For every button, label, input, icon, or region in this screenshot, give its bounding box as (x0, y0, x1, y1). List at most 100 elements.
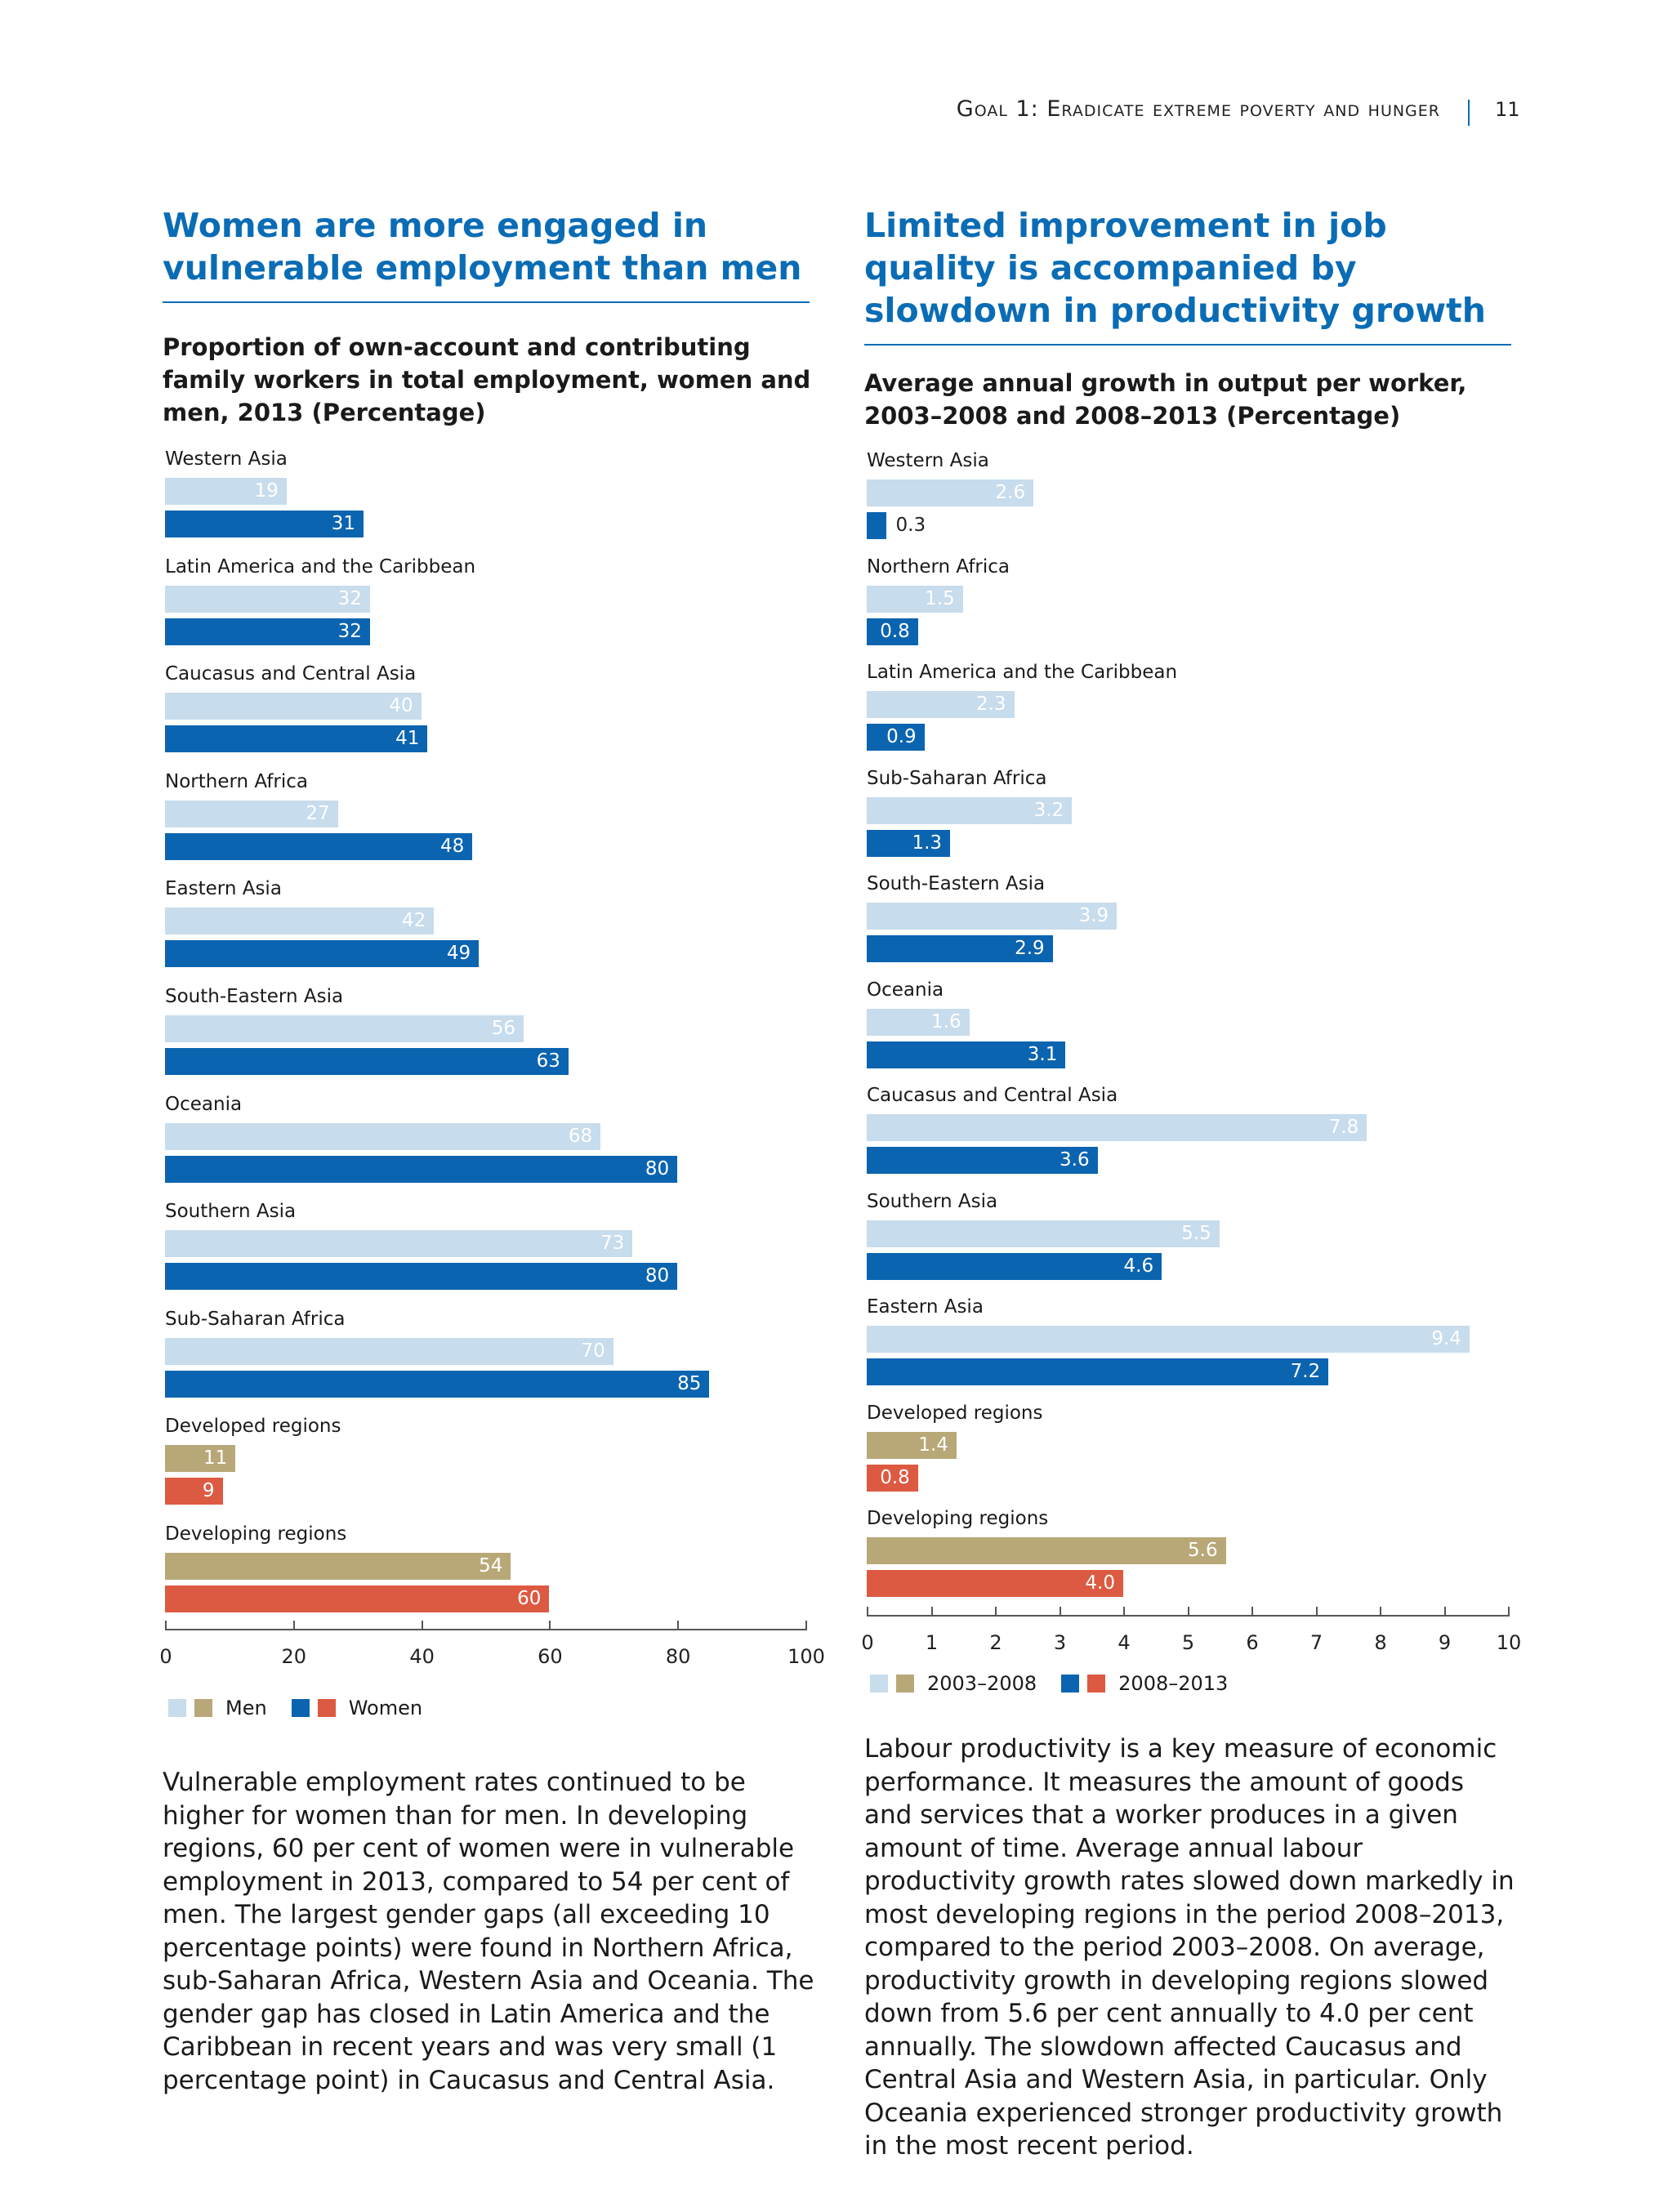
bar-value-label: 2.6 (995, 482, 1026, 503)
bar-series1 (165, 693, 422, 720)
x-tick-label: 20 (281, 1645, 307, 1668)
right-section-title: Limited improvement in job quality is ac… (864, 206, 1486, 330)
x-tick-label: 7 (1309, 1631, 1323, 1654)
bar-value-label: 1.4 (918, 1434, 948, 1456)
x-axis-tick (1187, 1607, 1189, 1617)
bar-series2 (867, 724, 925, 751)
bar-series2 (867, 1041, 1066, 1068)
chart-legend: 2003–2008 2008–2013 (870, 1672, 1252, 1695)
legend-swatch (1087, 1675, 1106, 1692)
bar-value-label: 0.3 (895, 515, 926, 536)
bar-value-label: 27 (306, 802, 330, 824)
bar-value-label: 0.8 (880, 1466, 910, 1488)
bar-value-label: 9 (202, 1480, 215, 1502)
category-label: Developing regions (867, 1508, 1049, 1529)
x-tick-label: 10 (1496, 1631, 1522, 1654)
x-axis-tick (995, 1607, 997, 1617)
bar-value-label: 11 (203, 1447, 228, 1469)
bar-value-label: 42 (401, 910, 426, 932)
bar-value-label: 54 (479, 1555, 503, 1576)
left-title-rule (163, 301, 810, 303)
bar-series2 (165, 511, 364, 537)
x-axis-tick (867, 1607, 868, 1617)
bar-series2 (165, 725, 428, 753)
category-label: Developed regions (165, 1416, 341, 1438)
bar-series1 (867, 1008, 970, 1036)
x-tick-label: 0 (159, 1645, 172, 1668)
bar-series2 (867, 1464, 918, 1492)
bar-value-label: 9.4 (1431, 1328, 1461, 1349)
bar-series2 (867, 618, 918, 645)
bar-value-label: 3.9 (1078, 905, 1109, 926)
bar-series2 (165, 618, 370, 645)
category-label: Eastern Asia (867, 1296, 984, 1318)
legend-swatch (291, 1699, 310, 1717)
category-label: Northern Africa (165, 770, 309, 792)
bar-series1 (867, 1326, 1470, 1353)
bar-value-label: 5.5 (1181, 1222, 1211, 1244)
x-tick-label: 9 (1438, 1631, 1452, 1654)
bar-series1 (165, 800, 338, 827)
legend-swatch (317, 1699, 336, 1717)
bar-series2 (165, 1585, 550, 1612)
category-label: Southern Asia (867, 1190, 998, 1212)
x-axis-tick (1123, 1607, 1125, 1617)
bar-series2 (165, 1263, 678, 1291)
x-tick-label: 0 (861, 1631, 874, 1654)
bar-value-label: 80 (645, 1157, 670, 1180)
right-body-text: Labour productivity is a key measure of … (864, 1734, 1515, 2161)
bar-series2 (867, 1147, 1098, 1174)
category-label: Caucasus and Central Asia (165, 663, 417, 685)
category-label: Developed regions (867, 1402, 1043, 1424)
bar-series1 (165, 1015, 524, 1042)
bar-value-label: 19 (254, 480, 279, 502)
legend-swatch (896, 1675, 914, 1692)
category-label: Oceania (165, 1093, 243, 1115)
category-label: Sub-Saharan Africa (165, 1308, 346, 1330)
bar-series2 (867, 1570, 1123, 1597)
legend-swatch (168, 1699, 186, 1717)
legend-label: Men (225, 1697, 267, 1719)
x-axis-tick (1059, 1607, 1061, 1617)
bar-series1 (867, 1537, 1226, 1564)
x-tick-label: 40 (409, 1645, 435, 1668)
header-divider (1468, 100, 1470, 126)
bar-series1 (867, 691, 1015, 718)
bar-value-label: 73 (600, 1233, 625, 1255)
bar-value-label: 40 (389, 695, 413, 717)
bar-series1 (165, 478, 287, 505)
bar-value-label: 3.2 (1033, 799, 1064, 821)
x-tick-label: 6 (1246, 1631, 1259, 1654)
category-label: South-Eastern Asia (867, 873, 1046, 894)
bar-series1 (867, 796, 1073, 824)
bar-series1 (165, 1230, 633, 1258)
x-axis-tick (1508, 1607, 1510, 1617)
legend-label: 2008–2013 (1118, 1672, 1229, 1695)
bar-value-label: 48 (440, 835, 465, 857)
category-label: Eastern Asia (165, 878, 282, 900)
bar-value-label: 41 (395, 728, 420, 750)
x-axis-tick (165, 1621, 167, 1630)
bar-series2 (867, 1358, 1329, 1385)
legend-swatch (194, 1699, 212, 1717)
bar-value-label: 0.8 (880, 620, 910, 642)
x-tick-label: 4 (1118, 1631, 1131, 1654)
bar-value-label: 7.8 (1328, 1117, 1359, 1138)
bar-value-label: 85 (677, 1372, 702, 1394)
left-body-text: Vulnerable employment rates continued to… (163, 1768, 814, 2095)
x-tick-label: 2 (989, 1631, 1002, 1654)
bar-series1 (867, 1220, 1220, 1247)
page-number: 11 (1495, 98, 1520, 121)
right-chart-subtitle: Average annual growth in output per work… (864, 369, 1467, 430)
bar-series1 (165, 1122, 601, 1150)
bar-series1 (165, 1337, 613, 1365)
x-axis-tick (1443, 1607, 1446, 1617)
bar-value-label: 1.3 (912, 832, 943, 854)
bar-series1 (867, 1114, 1367, 1141)
x-tick-label: 80 (665, 1645, 691, 1668)
bar-value-label: 32 (337, 587, 362, 609)
bar-value-label: 60 (517, 1588, 542, 1609)
left-chart-subtitle: Proportion of own-account and contributi… (163, 333, 811, 426)
